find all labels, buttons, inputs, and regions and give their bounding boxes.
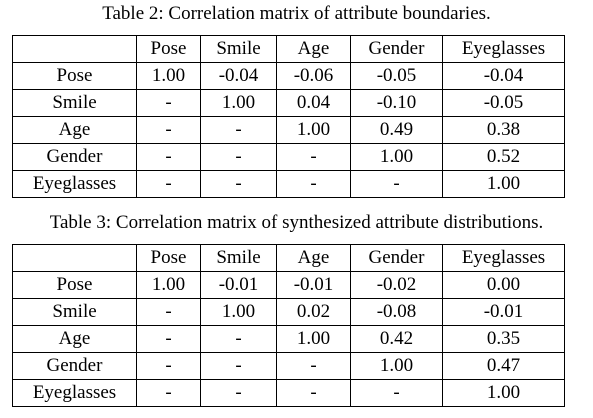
table-cell: 1.00 bbox=[136, 271, 201, 299]
table-cell: - bbox=[136, 89, 201, 117]
table-cell: 1.00 bbox=[136, 62, 201, 90]
table-cell: 0.42 bbox=[350, 325, 443, 353]
table-cell: 0.52 bbox=[442, 143, 565, 171]
table-row: Eyeglasses - - - - 1.00 bbox=[12, 170, 565, 198]
table-cell: 1.00 bbox=[276, 116, 351, 144]
table-cell: 1.00 bbox=[276, 325, 351, 353]
table-3-caption: Table 3: Correlation matrix of synthesiz… bbox=[49, 212, 544, 233]
table-cell: 1.00 bbox=[442, 170, 565, 198]
corner-cell bbox=[12, 244, 137, 272]
table-cell: 0.49 bbox=[350, 116, 443, 144]
table-row: Gender - - - 1.00 0.52 bbox=[12, 143, 565, 171]
table-cell: 0.38 bbox=[442, 116, 565, 144]
table-cell: - bbox=[276, 379, 351, 407]
table-cell: 1.00 bbox=[350, 143, 443, 171]
row-label: Gender bbox=[12, 352, 137, 380]
table-cell: -0.01 bbox=[276, 271, 351, 299]
table-2: Pose Smile Age Gender Eyeglasses Pose 1.… bbox=[12, 35, 565, 198]
table-cell: - bbox=[136, 298, 201, 326]
row-label: Age bbox=[12, 325, 137, 353]
table-cell: -0.01 bbox=[200, 271, 277, 299]
table-cell: 1.00 bbox=[200, 89, 277, 117]
table-row: Age - - 1.00 0.42 0.35 bbox=[12, 325, 565, 353]
table-cell: 1.00 bbox=[442, 379, 565, 407]
table-cell: - bbox=[136, 352, 201, 380]
table-row: Pose 1.00 -0.01 -0.01 -0.02 0.00 bbox=[12, 271, 565, 299]
table-row: Pose 1.00 -0.04 -0.06 -0.05 -0.04 bbox=[12, 62, 565, 90]
table-cell: - bbox=[136, 325, 201, 353]
table-cell: -0.08 bbox=[350, 298, 443, 326]
table-cell: -0.06 bbox=[276, 62, 351, 90]
column-header: Gender bbox=[350, 244, 443, 272]
table-cell: - bbox=[136, 170, 201, 198]
table-cell: -0.05 bbox=[350, 62, 443, 90]
table-row: Gender - - - 1.00 0.47 bbox=[12, 352, 565, 380]
table-cell: -0.05 bbox=[442, 89, 565, 117]
row-label: Eyeglasses bbox=[12, 379, 137, 407]
corner-cell bbox=[12, 35, 137, 63]
table-row: Age - - 1.00 0.49 0.38 bbox=[12, 116, 565, 144]
table-row: Eyeglasses - - - - 1.00 bbox=[12, 379, 565, 407]
column-header: Eyeglasses bbox=[442, 35, 565, 63]
table-cell: - bbox=[200, 325, 277, 353]
table-cell: - bbox=[136, 143, 201, 171]
table-cell: - bbox=[276, 170, 351, 198]
row-label: Gender bbox=[12, 143, 137, 171]
row-label: Smile bbox=[12, 89, 137, 117]
row-label: Pose bbox=[12, 271, 137, 299]
table-cell: -0.04 bbox=[200, 62, 277, 90]
column-header: Age bbox=[276, 35, 351, 63]
table-cell: - bbox=[200, 379, 277, 407]
header-row: Pose Smile Age Gender Eyeglasses bbox=[12, 35, 565, 63]
table-cell: -0.02 bbox=[350, 271, 443, 299]
column-header: Pose bbox=[136, 244, 201, 272]
table-cell: 0.47 bbox=[442, 352, 565, 380]
table-cell: - bbox=[276, 143, 351, 171]
table-cell: - bbox=[350, 170, 443, 198]
table-cell: 1.00 bbox=[200, 298, 277, 326]
header-row: Pose Smile Age Gender Eyeglasses bbox=[12, 244, 565, 272]
table-row: Smile - 1.00 0.02 -0.08 -0.01 bbox=[12, 298, 565, 326]
table-cell: - bbox=[276, 352, 351, 380]
table-cell: - bbox=[136, 379, 201, 407]
table-cell: - bbox=[200, 143, 277, 171]
row-label: Age bbox=[12, 116, 137, 144]
row-label: Pose bbox=[12, 62, 137, 90]
column-header: Smile bbox=[200, 35, 277, 63]
table-3: Pose Smile Age Gender Eyeglasses Pose 1.… bbox=[12, 244, 565, 407]
row-label: Smile bbox=[12, 298, 137, 326]
row-label: Eyeglasses bbox=[12, 170, 137, 198]
column-header: Age bbox=[276, 244, 351, 272]
table-cell: 0.02 bbox=[276, 298, 351, 326]
table-2-caption: Table 2: Correlation matrix of attribute… bbox=[102, 3, 491, 24]
column-header: Gender bbox=[350, 35, 443, 63]
column-header: Smile bbox=[200, 244, 277, 272]
table-cell: - bbox=[200, 352, 277, 380]
table-row: Smile - 1.00 0.04 -0.10 -0.05 bbox=[12, 89, 565, 117]
table-cell: 1.00 bbox=[350, 352, 443, 380]
table-cell: -0.04 bbox=[442, 62, 565, 90]
table-cell: 0.35 bbox=[442, 325, 565, 353]
table-cell: - bbox=[200, 170, 277, 198]
column-header: Pose bbox=[136, 35, 201, 63]
table-cell: -0.01 bbox=[442, 298, 565, 326]
table-cell: 0.00 bbox=[442, 271, 565, 299]
table-cell: - bbox=[136, 116, 201, 144]
table-cell: - bbox=[200, 116, 277, 144]
table-cell: - bbox=[350, 379, 443, 407]
column-header: Eyeglasses bbox=[442, 244, 565, 272]
table-cell: -0.10 bbox=[350, 89, 443, 117]
table-cell: 0.04 bbox=[276, 89, 351, 117]
